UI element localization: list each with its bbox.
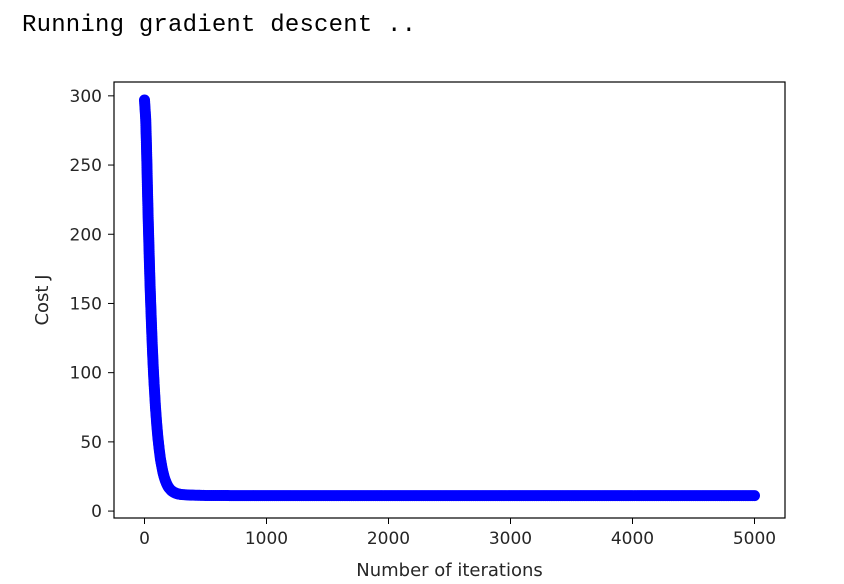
x-tick-label: 3000 — [489, 529, 532, 549]
y-tick-label: 150 — [70, 294, 102, 314]
y-axis-label: Cost J — [32, 274, 53, 325]
data-points — [139, 94, 760, 502]
x-tick-label: 5000 — [733, 529, 776, 549]
data-point — [749, 490, 760, 502]
y-tick-label: 50 — [80, 433, 102, 453]
y-tick-label: 200 — [70, 225, 102, 245]
y-tick-label: 0 — [91, 502, 102, 522]
x-tick-label: 1000 — [245, 529, 288, 549]
x-axis-ticks: 0 1000 2000 3000 4000 5000 — [139, 518, 776, 549]
plot-frame — [113, 81, 786, 519]
x-tick-label: 2000 — [367, 529, 410, 549]
y-axis-ticks: 0 50 100 150 200 250 300 — [70, 87, 114, 522]
y-tick-label: 100 — [70, 364, 102, 384]
y-tick-label: 300 — [70, 87, 102, 107]
x-tick-label: 0 — [139, 529, 150, 549]
x-axis-label: Number of iterations — [356, 560, 543, 581]
x-tick-label: 4000 — [611, 529, 654, 549]
y-tick-label: 250 — [70, 156, 102, 176]
console-output-text: Running gradient descent .. — [22, 12, 417, 39]
